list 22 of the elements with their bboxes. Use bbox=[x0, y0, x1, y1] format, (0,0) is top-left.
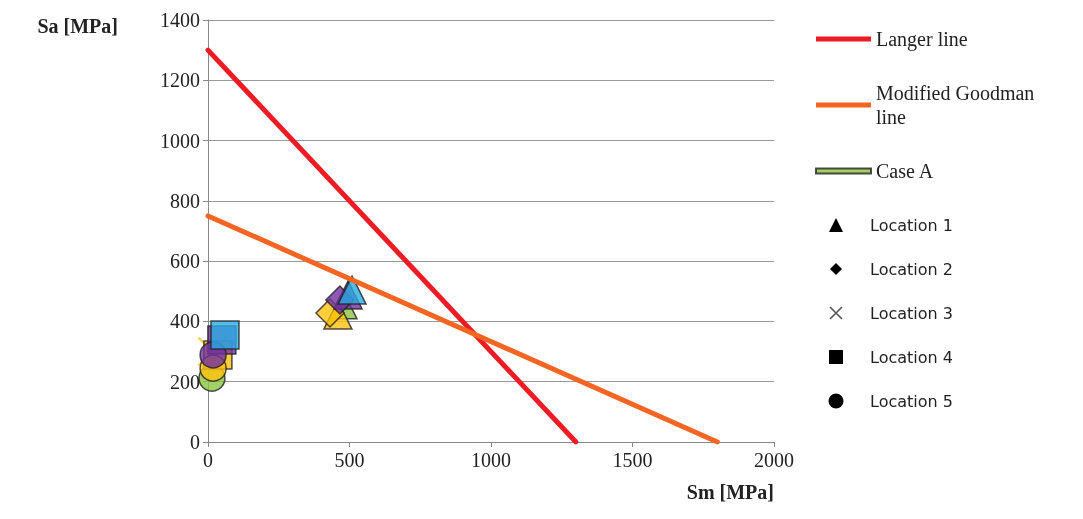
x-axis-title: Sm [MPa] bbox=[686, 481, 774, 503]
x-tick-label: 1500 bbox=[612, 449, 653, 471]
y-tick-label: 1200 bbox=[160, 69, 200, 92]
y-tick-label: 1400 bbox=[160, 9, 200, 31]
text: Location 5 bbox=[870, 391, 953, 411]
legend-label: Modified Goodman line bbox=[876, 82, 1040, 128]
x-tick-label: 500 bbox=[334, 449, 365, 471]
y-tick-label: 600 bbox=[170, 250, 200, 273]
x-tick-label: 2000 bbox=[754, 449, 794, 471]
y-tick-label: 200 bbox=[170, 370, 200, 393]
y-tick-label: 400 bbox=[170, 310, 200, 333]
text: Location 1 bbox=[870, 215, 953, 235]
y-tick-label: 1000 bbox=[160, 129, 200, 152]
legend-label: Case A bbox=[876, 160, 934, 182]
legend-label: Langer line bbox=[876, 28, 968, 51]
y-tick-label: 0 bbox=[190, 431, 200, 453]
text: Location 3 bbox=[870, 303, 953, 323]
x-tick-label: 1000 bbox=[471, 449, 511, 471]
text: Location 2 bbox=[870, 259, 953, 279]
y-axis-title: Sa [MPa] bbox=[37, 15, 118, 37]
y-tick-label: 800 bbox=[170, 189, 200, 212]
text: Location 4 bbox=[870, 347, 953, 367]
